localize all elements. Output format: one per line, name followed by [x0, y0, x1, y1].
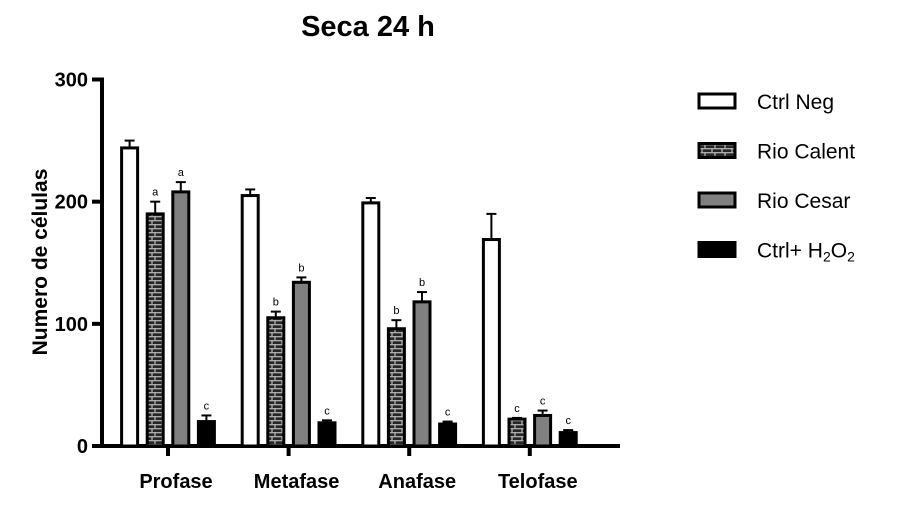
y-tick-label: 100 — [55, 314, 88, 336]
legend-swatch — [697, 92, 737, 110]
bar-rio-cesar — [412, 300, 432, 448]
significance-label: c — [514, 403, 520, 415]
legend-swatch — [697, 191, 737, 209]
bar-ctrl-neg — [240, 194, 260, 448]
legend-label: Ctrl+ H2O2 — [757, 240, 855, 265]
bar-ctrl-neg — [361, 201, 381, 448]
significance-label: a — [178, 167, 185, 179]
significance-label: c — [324, 405, 330, 417]
bar-ctrl-neg — [481, 238, 501, 448]
chart-title: Seca 24 h — [301, 11, 435, 43]
significance-label: c — [540, 396, 546, 408]
bar-ctrl-h2o2 — [438, 422, 458, 448]
legend-label: Ctrl Neg — [757, 91, 834, 114]
significance-label: b — [298, 262, 304, 274]
bar-rio-calent — [145, 212, 165, 448]
bar-rio-cesar — [171, 190, 191, 448]
x-tick-label: Profase — [139, 471, 212, 493]
significance-label: c — [204, 400, 210, 412]
significance-label: b — [273, 297, 279, 309]
bar-ctrl-h2o2 — [558, 431, 578, 448]
bar-rio-calent — [266, 316, 286, 448]
y-tick-label: 300 — [55, 70, 88, 92]
y-axis-label: Numero de células — [29, 169, 52, 356]
bar-rio-cesar — [533, 413, 553, 448]
legend-swatch — [697, 241, 737, 258]
significance-label: a — [152, 187, 159, 199]
bar-rio-calent — [507, 417, 527, 448]
bar-ctrl-h2o2 — [196, 420, 216, 448]
significance-label: c — [445, 407, 451, 419]
x-tick-label: Metafase — [254, 471, 340, 493]
y-tick-label: 0 — [77, 436, 88, 458]
significance-label: b — [419, 277, 425, 289]
legend-swatch — [697, 142, 737, 159]
bar-rio-cesar — [291, 280, 311, 448]
x-tick-label: Telofase — [498, 471, 578, 493]
legend-label: Rio Calent — [757, 141, 855, 164]
significance-label: b — [393, 305, 399, 317]
significance-label: c — [565, 415, 571, 427]
y-tick-label: 200 — [55, 192, 88, 214]
legend-label: Rio Cesar — [757, 190, 850, 213]
bar-rio-calent — [386, 327, 406, 448]
bar-ctrl-h2o2 — [317, 421, 337, 448]
bar-ctrl-neg — [120, 146, 140, 448]
x-tick-label: Anafase — [378, 471, 456, 493]
